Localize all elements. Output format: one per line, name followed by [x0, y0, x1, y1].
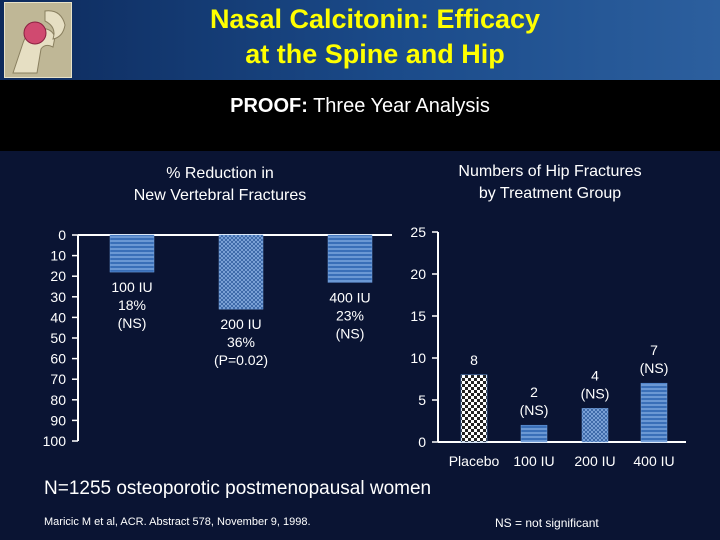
subtitle-rest: Three Year Analysis	[307, 95, 490, 117]
vertebral-bar-label: 23%	[336, 307, 364, 323]
vertebral-y-tick-label: 0	[58, 227, 66, 243]
hip-category-label: Placebo	[449, 453, 500, 469]
footer-sample-size: N=1255 osteoporotic postmenopausal women	[44, 478, 432, 499]
hip-bar	[640, 382, 668, 443]
hip-bar-label: (NS)	[581, 385, 610, 401]
vertebral-bar-label: 400 IU	[329, 289, 370, 305]
vertebral-bar-label: (P=0.02)	[214, 352, 268, 368]
vertebral-bar-label: 100 IU	[111, 279, 152, 295]
title-line-1: Nasal Calcitonin: Efficacy	[209, 4, 541, 34]
vertebral-bar-label: 36%	[227, 334, 255, 350]
hip-bar	[581, 408, 609, 443]
vertebral-y-tick-label: 100	[43, 433, 67, 449]
subtitle-bold: PROOF:	[230, 95, 308, 117]
title-line-2: at the Spine and Hip	[245, 39, 505, 69]
header-bar: Nasal Calcitonin: Efficacy at the Spine …	[0, 0, 720, 80]
hip-chart: 0 5 10 15 20 25 8 Placebo 2 (NS) 100 IU 4 (NS) 200 IU…	[410, 224, 686, 469]
vertebral-bar-label: 18%	[118, 297, 146, 313]
hip-bar	[520, 424, 548, 443]
vertebral-y-tick-label: 50	[50, 330, 66, 346]
hip-bar-label: 2	[530, 384, 538, 400]
footer-ns-note: NS = not significant	[495, 516, 599, 530]
vertebral-chart: 0 10 20 30 40 50 60 70 80 90 100 100 IU 18% (NS) 200 I…	[43, 227, 392, 449]
vertebral-y-tick-label: 20	[50, 268, 66, 284]
vertebral-bar-label: (NS)	[118, 315, 147, 331]
vertebral-y-tick-label: 60	[50, 351, 66, 367]
hip-y-tick-label: 0	[418, 434, 426, 450]
vertebral-y-tick-label: 40	[50, 309, 66, 325]
hip-joint-logo-icon	[4, 2, 72, 78]
hip-bar-label: 7	[650, 342, 658, 358]
vertebral-bar-label: 200 IU	[220, 316, 261, 332]
vertebral-y-tick-label: 30	[50, 289, 66, 305]
hip-y-tick-label: 15	[410, 308, 426, 324]
hip-bar-label: 8	[470, 352, 478, 368]
hip-y-tick-label: 25	[410, 224, 426, 240]
vertebral-bar	[218, 234, 264, 310]
vertebral-y-tick-label: 70	[50, 371, 66, 387]
hip-category-label: 200 IU	[574, 453, 615, 469]
hip-bar-label: 4	[591, 367, 599, 383]
chart-panel	[0, 151, 720, 540]
hip-bar	[460, 374, 488, 443]
hip-bar-label: (NS)	[520, 402, 549, 418]
footer-reference: Maricic M et al, ACR. Abstract 578, Nove…	[44, 516, 311, 528]
vertebral-bar	[109, 234, 155, 273]
vertebral-y-tick-label: 10	[50, 248, 66, 264]
hip-y-tick-label: 10	[410, 350, 426, 366]
vertebral-title-line-2: New Vertebral Fractures	[133, 187, 307, 204]
hip-chart-title: Numbers of Hip Fractures by Treatment Gr…	[430, 161, 670, 205]
hip-bar-label: (NS)	[640, 360, 669, 376]
subtitle: PROOF: Three Year Analysis	[0, 95, 720, 118]
vertebral-chart-title: % Reduction in New Vertebral Fractures	[110, 163, 330, 207]
hip-title-line-1: Numbers of Hip Fractures	[458, 163, 642, 180]
hip-y-tick-label: 20	[410, 266, 426, 282]
vertebral-bar	[327, 234, 373, 283]
subtitle-bar	[0, 80, 720, 151]
vertebral-y-tick-label: 90	[50, 412, 66, 428]
hip-title-line-2: by Treatment Group	[478, 185, 622, 202]
vertebral-y-tick-label: 80	[50, 392, 66, 408]
hip-y-tick-label: 5	[418, 392, 426, 408]
hip-category-label: 100 IU	[513, 453, 554, 469]
vertebral-bar-label: (NS)	[336, 325, 365, 341]
hip-category-label: 400 IU	[633, 453, 674, 469]
vertebral-title-line-1: % Reduction in	[166, 165, 274, 182]
slide-title: Nasal Calcitonin: Efficacy at the Spine …	[80, 2, 670, 72]
